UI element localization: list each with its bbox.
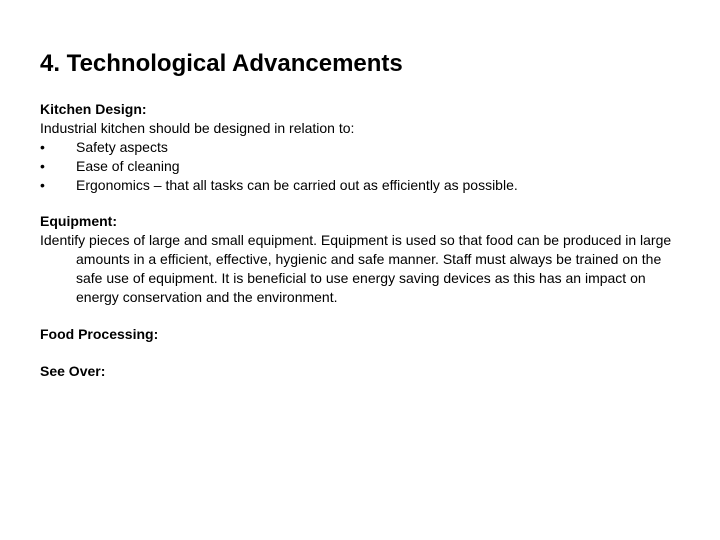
slide-page: 4. Technological Advancements Kitchen De… bbox=[0, 0, 720, 439]
kitchen-design-intro: Industrial kitchen should be designed in… bbox=[40, 119, 680, 138]
equipment-section: Equipment: Identify pieces of large and … bbox=[40, 212, 680, 306]
list-item: • Ergonomics – that all tasks can be car… bbox=[40, 176, 680, 195]
list-item-text: Ease of cleaning bbox=[76, 157, 680, 176]
page-title: 4. Technological Advancements bbox=[40, 50, 680, 78]
kitchen-design-section: Kitchen Design: Industrial kitchen shoul… bbox=[40, 100, 680, 194]
bullet-icon: • bbox=[40, 138, 76, 157]
list-item: • Ease of cleaning bbox=[40, 157, 680, 176]
see-over-label: See Over: bbox=[40, 362, 680, 381]
equipment-body: Identify pieces of large and small equip… bbox=[40, 231, 680, 307]
bullet-icon: • bbox=[40, 176, 76, 195]
list-item-text: Safety aspects bbox=[76, 138, 680, 157]
food-processing-section: Food Processing: bbox=[40, 325, 680, 344]
kitchen-design-heading: Kitchen Design: bbox=[40, 100, 680, 119]
equipment-heading: Equipment: bbox=[40, 212, 680, 231]
see-over-section: See Over: bbox=[40, 362, 680, 381]
bullet-icon: • bbox=[40, 157, 76, 176]
food-processing-heading: Food Processing: bbox=[40, 325, 680, 344]
list-item-text: Ergonomics – that all tasks can be carri… bbox=[76, 176, 680, 195]
list-item: • Safety aspects bbox=[40, 138, 680, 157]
